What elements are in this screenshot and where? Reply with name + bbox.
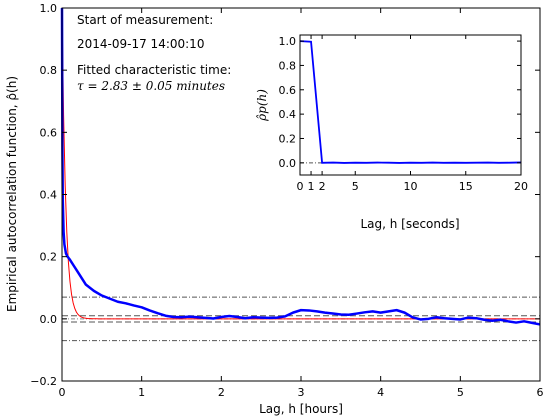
x-tick-label: 6: [537, 386, 544, 399]
y-tick-label: 0.2: [40, 251, 58, 264]
inset-x-tick-label: 20: [514, 180, 528, 193]
start-label: Start of measurement:: [77, 13, 213, 27]
inset-y-tick-label: 0.8: [279, 59, 297, 72]
inset-y-tick-label: 0.4: [279, 108, 297, 121]
main-y-axis-label: Empirical autocorrelation function, ρ̂(h…: [5, 76, 19, 312]
y-tick-label: 0.6: [40, 126, 58, 139]
y-tick-label: −0.2: [30, 375, 57, 388]
inset-x-ticks: 0 1 2 5 10 15 20: [297, 35, 528, 193]
x-tick-label: 5: [457, 386, 464, 399]
fit-label: Fitted characteristic time:: [77, 63, 231, 77]
inset-y-tick-label: 0.6: [279, 84, 297, 97]
x-tick-label: 2: [218, 386, 225, 399]
inset-y-axis-label: ρ̂p(h): [255, 89, 269, 122]
inset-plot: 0 1 2 5 10 15 20 0.0 0.2 0.4 0.6 0.8 1.0 Lag, h [se…: [255, 34, 528, 231]
inset-x-tick-label: 2: [319, 180, 326, 193]
main-x-axis-label: Lag, h [hours]: [259, 402, 343, 416]
start-value: 2014-09-17 14:00:10: [77, 37, 204, 51]
x-tick-label: 1: [138, 386, 145, 399]
inset-y-tick-label: 0.0: [279, 157, 297, 170]
y-tick-label: 0.0: [40, 313, 58, 326]
x-tick-label: 0: [59, 386, 66, 399]
x-tick-label: 3: [298, 386, 305, 399]
fit-value: τ = 2.83 ± 0.05 minutes: [77, 79, 225, 93]
inset-x-tick-label: 15: [459, 180, 473, 193]
inset-x-tick-label: 5: [352, 180, 359, 193]
empirical-acf-line: [60, 7, 541, 326]
inset-empirical-line: [299, 40, 522, 164]
main-y-ticks: −0.2 0.0 0.2 0.4 0.6 0.8 1.0: [30, 2, 540, 388]
inset-x-tick-label: 0: [297, 180, 304, 193]
inset-x-axis-label: Lag, h [seconds]: [360, 217, 459, 231]
inset-y-ticks: 0.0 0.2 0.4 0.6 0.8 1.0: [279, 35, 521, 170]
x-tick-label: 4: [377, 386, 384, 399]
inset-x-tick-label: 1: [308, 180, 315, 193]
inset-y-tick-label: 0.2: [279, 132, 297, 145]
inset-plot-area: [300, 35, 521, 175]
inset-x-tick-label: 10: [404, 180, 418, 193]
y-tick-label: 1.0: [40, 2, 58, 15]
y-tick-label: 0.8: [40, 64, 58, 77]
inset-y-tick-label: 1.0: [279, 35, 297, 48]
y-tick-label: 0.4: [40, 189, 58, 202]
